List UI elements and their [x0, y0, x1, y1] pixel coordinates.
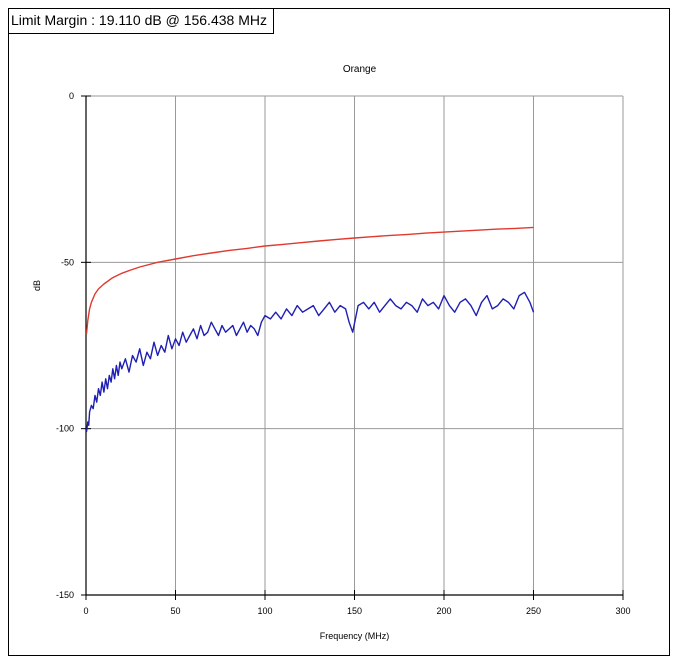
limit-margin-chart: 0 50 100 150 200 250 300 0 -50 -100 -150 Orange Freq… — [32, 64, 631, 641]
y-tick-label: 0 — [69, 91, 74, 101]
x-tick-label: 300 — [615, 606, 630, 616]
x-tick-label: 50 — [170, 606, 180, 616]
y-axis-label: dB — [32, 280, 42, 291]
plot-window: 0 50 100 150 200 250 300 0 -50 -100 -150 Orange Freq… — [8, 8, 670, 656]
x-tick-label: 200 — [436, 606, 451, 616]
y-tick-label: -150 — [56, 590, 74, 600]
x-tick-label: 250 — [526, 606, 541, 616]
grid-lines — [86, 95, 624, 595]
y-tick-label: -50 — [61, 257, 74, 267]
x-axis-label: Frequency (MHz) — [320, 631, 390, 641]
measured-line — [85, 291, 535, 433]
chart-title: Orange — [343, 64, 377, 75]
y-tick-label: -100 — [56, 424, 74, 434]
x-tick-label: 100 — [257, 606, 272, 616]
x-tick-label: 150 — [347, 606, 362, 616]
limit-margin-label: Limit Margin : 19.110 dB @ 156.438 MHz — [9, 9, 274, 34]
limit-line — [85, 226, 534, 334]
x-tick-label: 0 — [83, 606, 88, 616]
